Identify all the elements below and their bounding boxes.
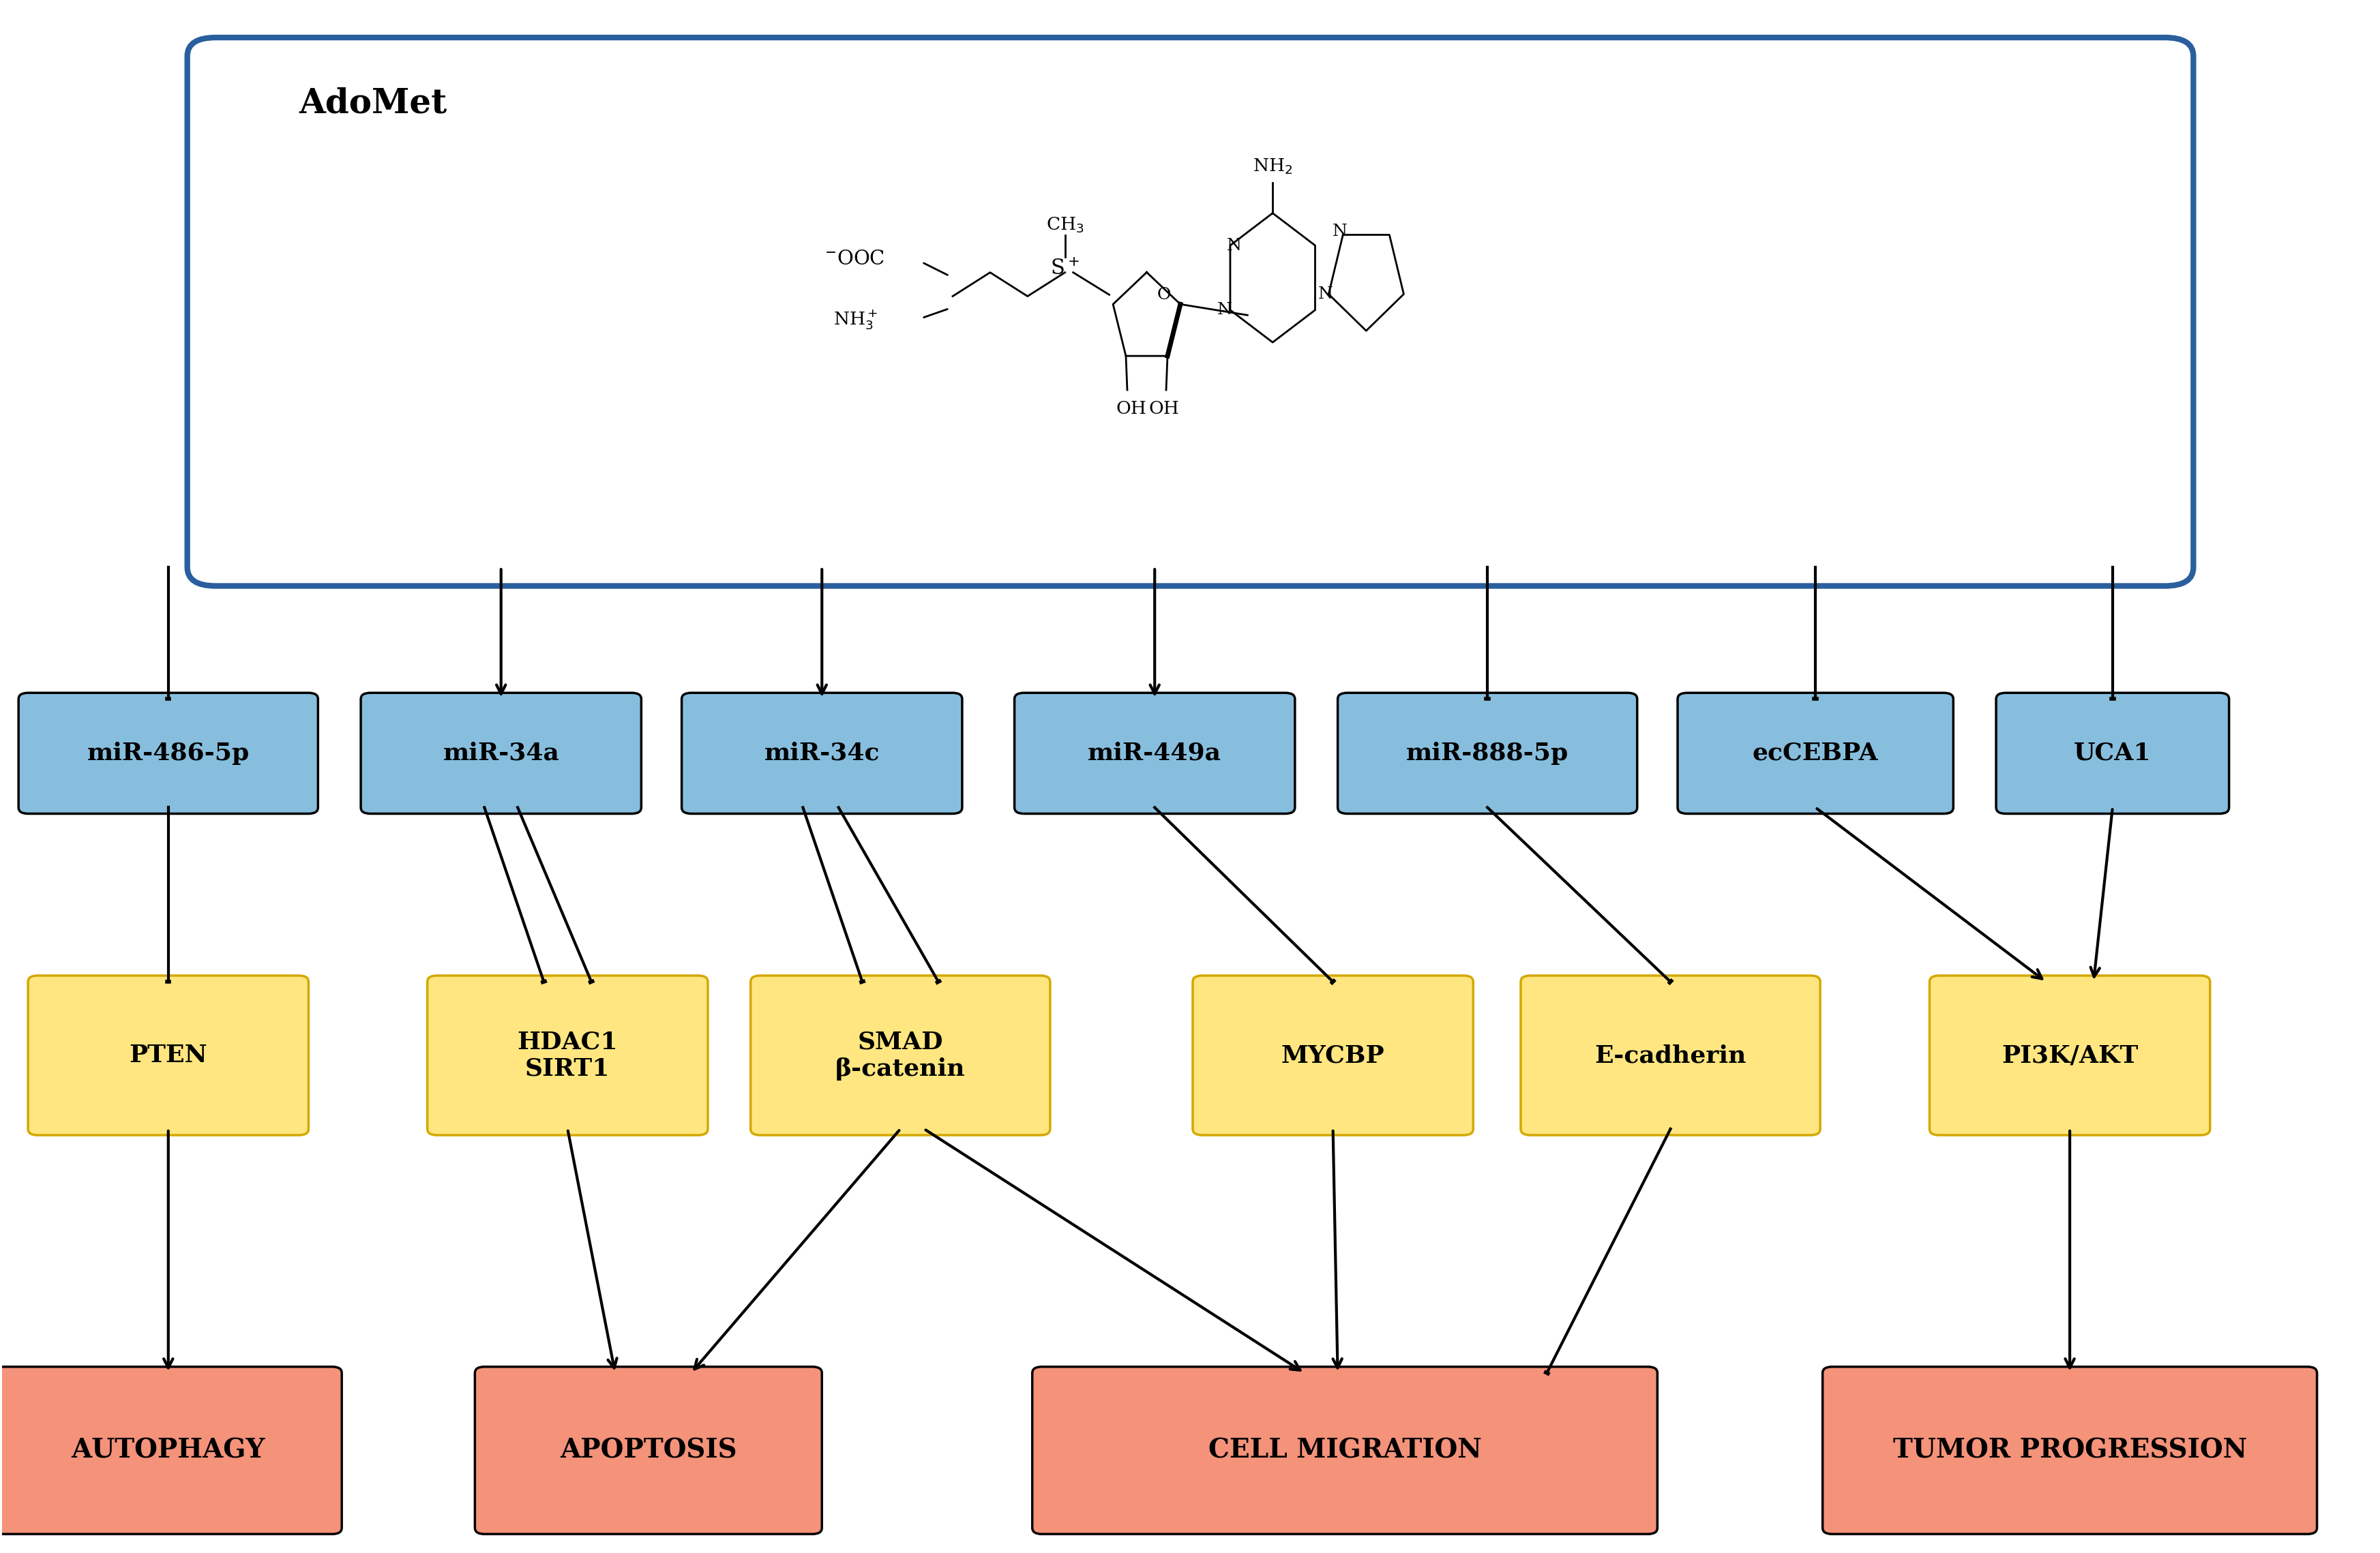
Text: CELL MIGRATION: CELL MIGRATION: [1207, 1438, 1480, 1463]
Text: PTEN: PTEN: [129, 1044, 207, 1067]
FancyBboxPatch shape: [1823, 1367, 2316, 1534]
FancyBboxPatch shape: [1521, 975, 1821, 1135]
FancyBboxPatch shape: [1192, 975, 1473, 1135]
Text: AUTOPHAGY: AUTOPHAGY: [71, 1438, 264, 1463]
Text: HDAC1
SIRT1: HDAC1 SIRT1: [516, 1030, 619, 1081]
Text: NH$_2$: NH$_2$: [1252, 157, 1292, 175]
Text: OH: OH: [1116, 401, 1147, 418]
FancyBboxPatch shape: [750, 975, 1050, 1135]
FancyBboxPatch shape: [29, 975, 309, 1135]
FancyBboxPatch shape: [428, 975, 707, 1135]
Text: E-cadherin: E-cadherin: [1595, 1044, 1747, 1067]
FancyBboxPatch shape: [1014, 693, 1295, 814]
Text: UCA1: UCA1: [2073, 742, 2152, 764]
Text: ecCEBPA: ecCEBPA: [1752, 742, 1878, 764]
Text: APOPTOSIS: APOPTOSIS: [559, 1438, 738, 1463]
FancyBboxPatch shape: [1338, 693, 1637, 814]
FancyBboxPatch shape: [188, 37, 2192, 585]
Text: AdoMet: AdoMet: [300, 87, 447, 121]
FancyBboxPatch shape: [474, 1367, 821, 1534]
FancyBboxPatch shape: [1930, 975, 2209, 1135]
Text: MYCBP: MYCBP: [1280, 1044, 1385, 1067]
FancyBboxPatch shape: [1994, 693, 2228, 814]
Text: miR-486-5p: miR-486-5p: [88, 742, 250, 764]
FancyBboxPatch shape: [362, 693, 640, 814]
Text: N: N: [1226, 238, 1242, 253]
FancyBboxPatch shape: [681, 693, 962, 814]
Text: CH$_3$: CH$_3$: [1045, 216, 1083, 235]
Text: miR-34c: miR-34c: [764, 742, 881, 764]
FancyBboxPatch shape: [1678, 693, 1952, 814]
FancyBboxPatch shape: [0, 1367, 343, 1534]
Text: N: N: [1216, 303, 1233, 318]
Text: miR-449a: miR-449a: [1088, 742, 1221, 764]
FancyBboxPatch shape: [19, 693, 319, 814]
Text: S$^+$: S$^+$: [1050, 258, 1081, 280]
Text: TUMOR PROGRESSION: TUMOR PROGRESSION: [1892, 1438, 2247, 1463]
Text: N: N: [1333, 224, 1347, 239]
Text: miR-888-5p: miR-888-5p: [1407, 742, 1568, 764]
Text: $^{-}$OOC: $^{-}$OOC: [823, 250, 885, 269]
Text: SMAD
β-catenin: SMAD β-catenin: [835, 1030, 964, 1081]
FancyBboxPatch shape: [1033, 1367, 1656, 1534]
Text: OH: OH: [1150, 401, 1178, 418]
Text: miR-34a: miR-34a: [443, 742, 559, 764]
Text: PI3K/AKT: PI3K/AKT: [2002, 1044, 2137, 1067]
Text: O: O: [1157, 287, 1171, 303]
Text: N: N: [1319, 286, 1333, 301]
Text: NH$_3^+$: NH$_3^+$: [833, 309, 878, 332]
